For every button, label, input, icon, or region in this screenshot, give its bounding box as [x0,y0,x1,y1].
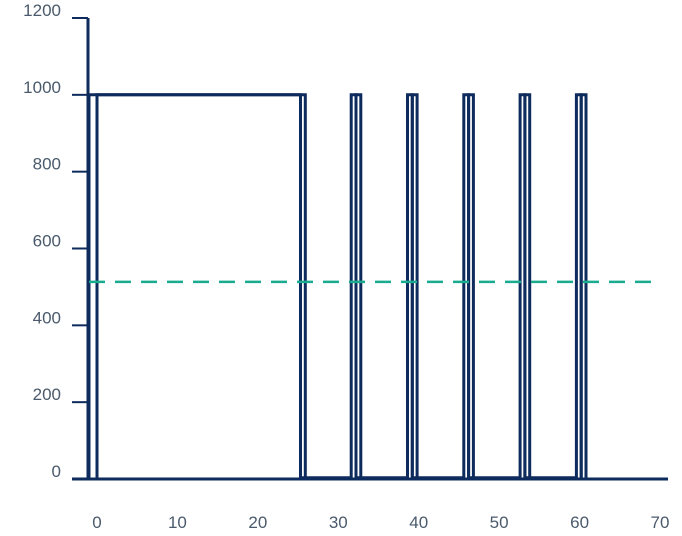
y-tick-label: 1000 [23,78,61,97]
x-tick-label: 50 [490,513,509,532]
x-axis: 0 10 20 30 40 50 60 70 [72,477,670,532]
x-tick-label: 30 [329,513,348,532]
series-line [87,93,660,481]
y-axis: 0 200 400 600 800 1000 1200 [23,1,90,481]
x-tick-label: 0 [92,513,101,532]
x-tick-label: 20 [248,513,267,532]
series-line [95,93,583,480]
y-tick-label: 400 [33,308,61,327]
y-tick-label: 1200 [23,1,61,20]
y-tick-label: 200 [33,385,61,404]
x-tick-label: 40 [409,513,428,532]
x-tick-label: 70 [651,513,670,532]
plot-series [87,93,660,481]
y-tick-label: 0 [52,462,61,481]
x-tick-label: 60 [570,513,589,532]
x-tick-label: 10 [168,513,187,532]
y-tick-label: 800 [33,155,61,174]
y-tick-label: 600 [33,232,61,251]
